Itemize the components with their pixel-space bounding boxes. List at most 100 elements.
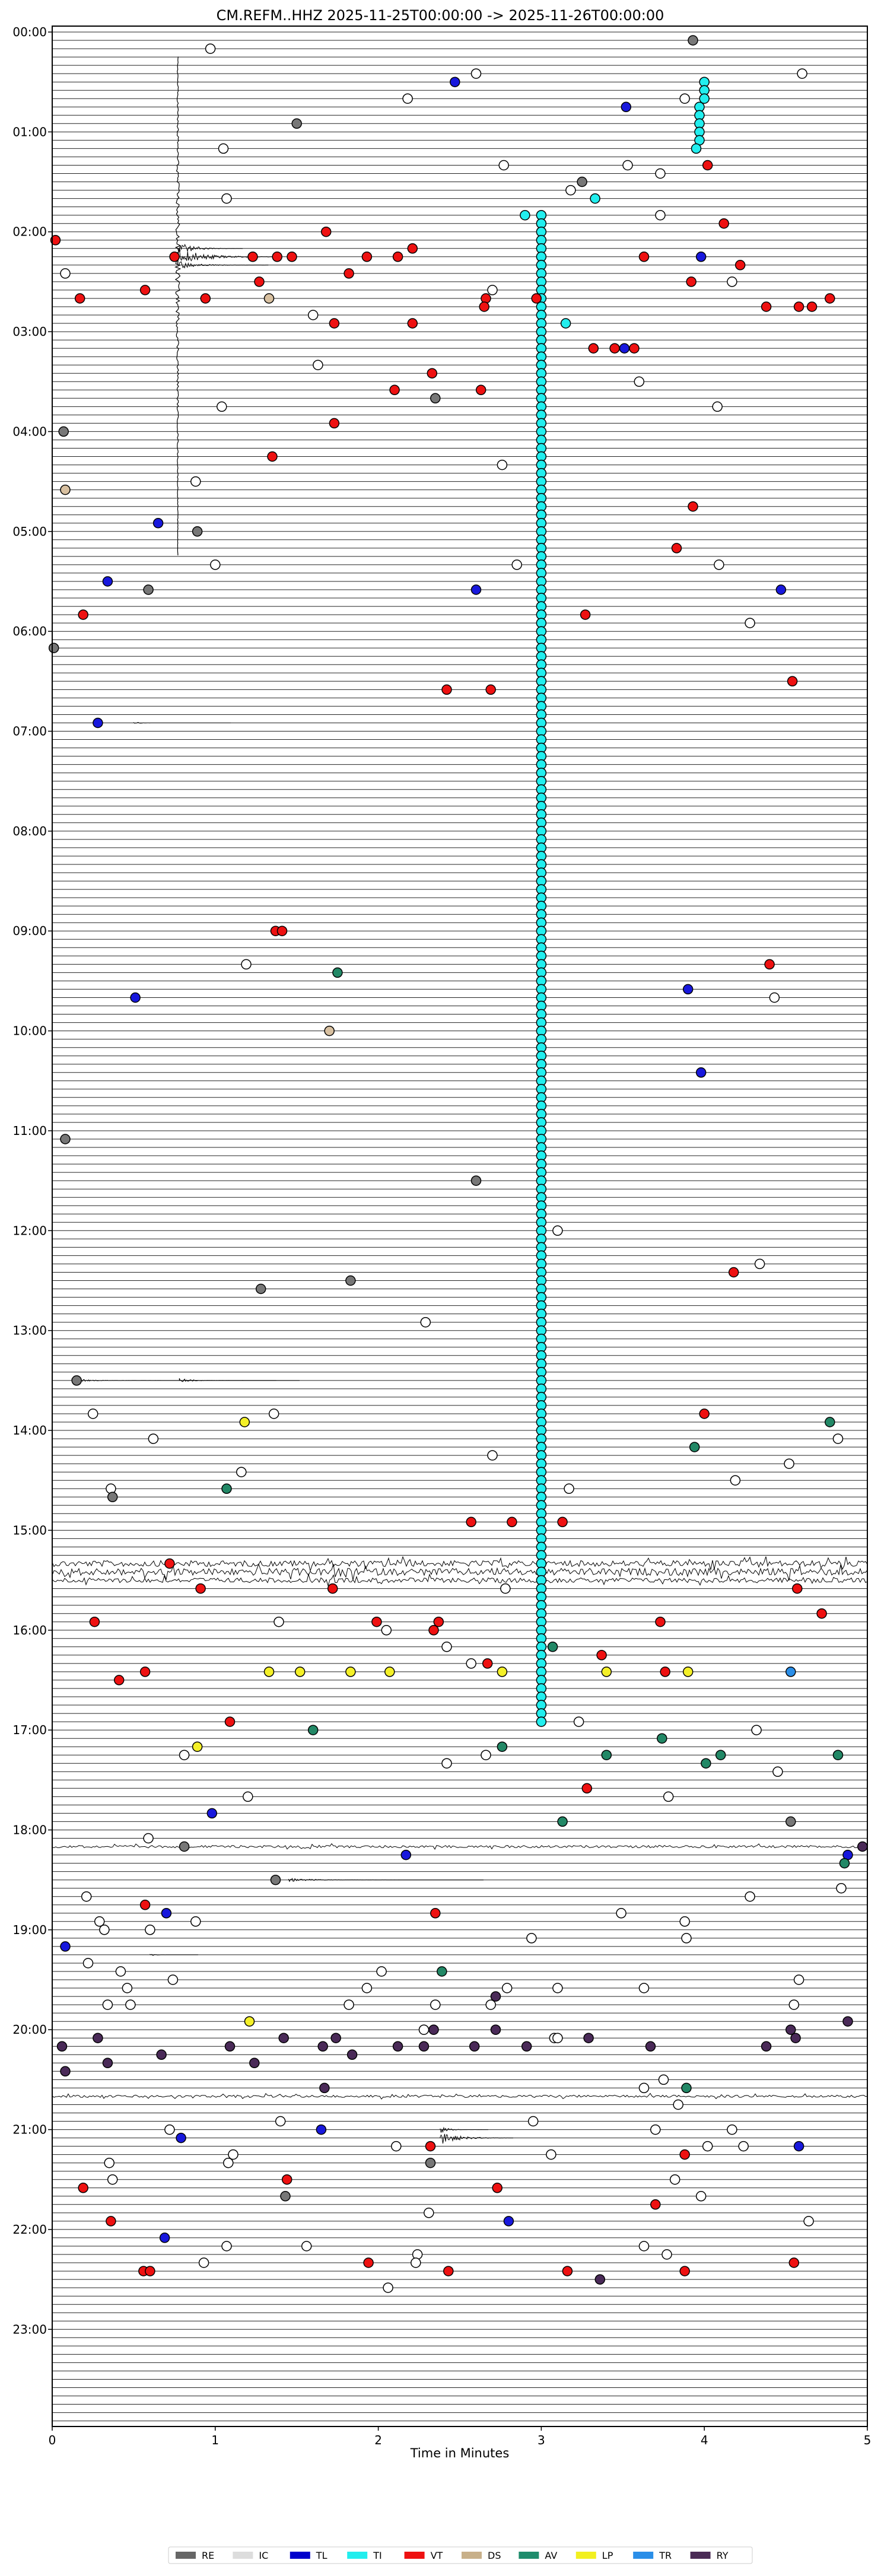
legend-label: DS: [488, 2550, 501, 2561]
waveform: [150, 1954, 198, 1956]
event-marker: [695, 2191, 707, 2202]
event-marker: [430, 393, 441, 404]
event-marker: [407, 318, 418, 329]
trace-line: [52, 2092, 868, 2100]
y-tick-label: 14:00: [12, 1423, 47, 1438]
y-tick-label: 08:00: [12, 824, 47, 838]
waveform-group: [71, 56, 513, 2144]
event-marker: [655, 209, 666, 221]
event-marker: [332, 967, 343, 978]
event-marker: [200, 293, 211, 304]
event-marker: [307, 310, 319, 320]
event-marker: [728, 1267, 739, 1278]
y-tick-label: 09:00: [12, 924, 47, 938]
event-marker: [596, 1650, 607, 1661]
event-marker: [701, 1758, 711, 1769]
event-marker: [638, 252, 650, 262]
event-marker: [727, 2124, 737, 2135]
legend-label: LP: [602, 2550, 613, 2561]
event-marker: [102, 576, 113, 587]
event-marker: [695, 1067, 707, 1078]
event-marker: [275, 2116, 286, 2127]
event-marker: [427, 368, 438, 379]
event-marker: [317, 2041, 328, 2052]
event-marker: [161, 1908, 172, 1919]
event-marker: [402, 93, 413, 104]
event-marker: [217, 401, 227, 412]
event-marker: [715, 1750, 726, 1760]
event-marker: [552, 1225, 563, 1236]
event-marker: [661, 2249, 672, 2260]
event-marker: [255, 1283, 266, 1295]
event-marker: [552, 1983, 563, 1993]
event-marker: [536, 1716, 547, 1727]
event-marker: [857, 1841, 868, 1852]
legend-label: IC: [259, 2550, 268, 2561]
event-marker: [329, 318, 340, 329]
event-marker: [552, 2033, 563, 2043]
event-marker: [195, 1583, 206, 1594]
event-marker: [145, 2266, 155, 2276]
waveform: [179, 261, 269, 269]
event-marker: [657, 1733, 667, 1744]
x-axis-ticks: 0 1 2 3 4 5: [49, 2426, 871, 2447]
event-marker: [785, 1816, 796, 1827]
event-marker: [546, 2149, 556, 2160]
event-marker: [164, 1558, 175, 1569]
event-marker: [775, 584, 787, 595]
event-marker: [107, 1491, 118, 1503]
event-marker: [139, 1900, 151, 1910]
event-marker: [466, 1516, 476, 1528]
event-marker: [772, 1766, 783, 1777]
y-tick-label: 10:00: [12, 1024, 47, 1038]
event-marker: [278, 2033, 289, 2043]
trace-line: [52, 1563, 868, 1581]
y-tick-label: 06:00: [12, 624, 47, 638]
event-marker: [60, 484, 71, 495]
event-marker: [221, 1483, 232, 1494]
event-marker: [511, 559, 522, 570]
event-marker: [418, 2024, 430, 2035]
event-marker: [56, 2041, 68, 2052]
event-marker: [361, 252, 373, 262]
event-marker: [573, 1716, 584, 1727]
event-marker: [588, 343, 599, 354]
event-marker: [466, 1658, 476, 1669]
event-marker: [320, 226, 332, 237]
event-marker: [78, 609, 88, 620]
event-marker: [190, 476, 201, 487]
event-marker: [557, 1816, 568, 1827]
legend: RE IC TL TI VT DS AV LP TR RY: [168, 2546, 753, 2564]
event-marker: [74, 293, 85, 304]
legend-swatch: [462, 2552, 482, 2559]
event-marker: [450, 77, 460, 87]
legend-swatch: [690, 2552, 711, 2559]
event-marker: [139, 1667, 151, 1677]
y-axis-ticks: 00:00 01:00 02:00 03:00 04:00 05:00 06:00 07:00…: [12, 25, 52, 2336]
event-marker: [699, 93, 710, 104]
event-marker: [81, 1891, 92, 1902]
event-marker: [682, 984, 694, 995]
event-marker: [487, 285, 498, 295]
x-tick-label: 0: [49, 2433, 56, 2447]
event-marker: [381, 1625, 392, 1636]
x-tick-label: 2: [374, 2433, 382, 2447]
event-marker: [241, 959, 252, 970]
event-marker: [688, 501, 698, 512]
trace-line: [52, 1573, 868, 1587]
event-marker: [139, 285, 151, 295]
legend-swatch: [575, 2552, 596, 2559]
event-marker: [594, 2274, 606, 2285]
event-marker: [50, 235, 61, 246]
y-tick-label: 05:00: [12, 524, 47, 539]
event-marker: [384, 1667, 395, 1677]
event-marker: [638, 1983, 650, 1993]
event-marker: [361, 1983, 373, 1993]
event-marker: [107, 2174, 118, 2185]
event-marker: [655, 1616, 666, 1627]
waveform: [440, 2126, 488, 2133]
event-marker: [679, 1916, 690, 1927]
event-marker: [688, 35, 698, 46]
event-marker: [655, 168, 666, 179]
